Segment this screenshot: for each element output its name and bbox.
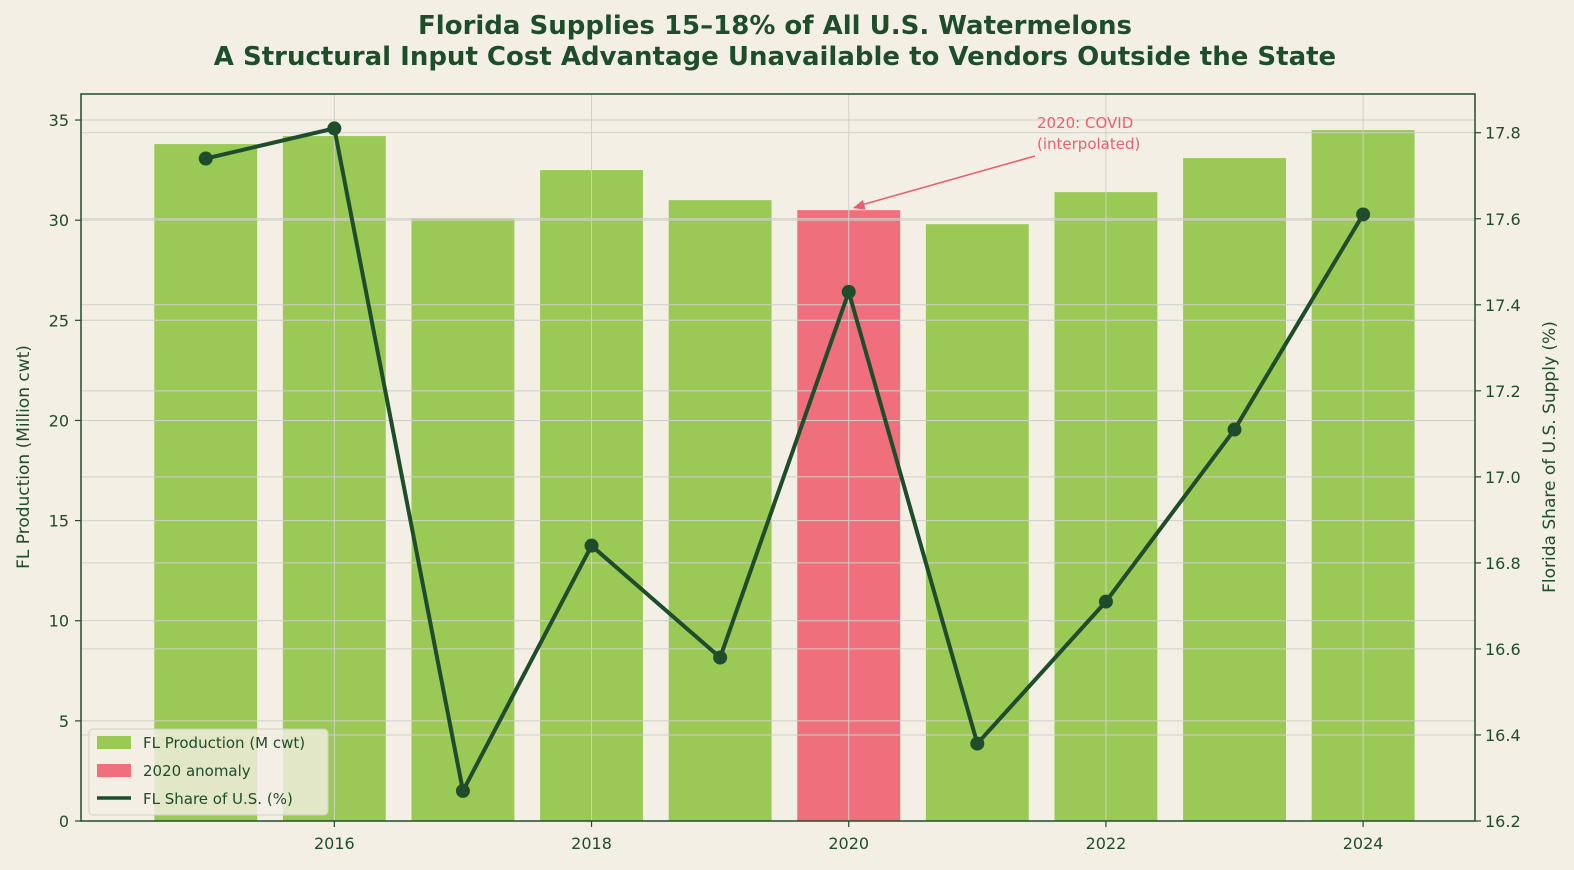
annotation-line1: 2020: COVID	[1037, 114, 1133, 132]
annotation-line2: (interpolated)	[1037, 135, 1140, 153]
annotation-arrowhead	[852, 200, 866, 210]
share-line	[205, 126, 1365, 793]
x-tick-label-2024: 2024	[1343, 834, 1384, 853]
share-point-2022	[1098, 594, 1113, 609]
chart-title-line1: Florida Supplies 15–18% of All U.S. Wate…	[418, 11, 1132, 41]
left-tick-label-35: 35	[49, 111, 69, 130]
share-point-2016	[327, 121, 342, 136]
legend-label-share: FL Share of U.S. (%)	[143, 790, 293, 808]
left-tick-label-5: 5	[59, 712, 69, 731]
left-tick-label-15: 15	[49, 512, 69, 531]
right-tick-label-17.4: 17.4	[1485, 296, 1521, 315]
x-tick-label-2016: 2016	[314, 834, 355, 853]
y-axis-right-label: Florida Share of U.S. Supply (%)	[1540, 321, 1560, 593]
right-tick-label-16.6: 16.6	[1485, 640, 1521, 659]
plot-frame	[80, 93, 1476, 822]
legend-swatch-anomaly	[97, 764, 131, 777]
annotation-arrow	[860, 155, 1036, 206]
right-tick-label-17.8: 17.8	[1485, 124, 1521, 143]
legend-box	[88, 728, 329, 816]
x-tick-label-2022: 2022	[1086, 834, 1127, 853]
bar-2015	[154, 144, 258, 822]
legend-label-production: FL Production (M cwt)	[143, 734, 305, 752]
left-tick-label-20: 20	[49, 411, 69, 430]
legend-swatch-production	[97, 736, 131, 749]
x-tick-label-2018: 2018	[571, 834, 612, 853]
right-tick-label-16.4: 16.4	[1485, 726, 1521, 745]
x-tick-label-2020: 2020	[828, 834, 869, 853]
left-axis-ticks: 0 5 10 15 20 25 30 35	[49, 111, 81, 831]
right-tick-label-17.2: 17.2	[1485, 382, 1521, 401]
right-axis-ticks: 16.2 16.4 16.6 16.8 17.0 17.2 17.4 17.6 17.8	[1475, 124, 1521, 831]
left-tick-label-0: 0	[59, 812, 69, 831]
share-point-2017	[455, 783, 470, 798]
share-point-2024	[1356, 207, 1371, 222]
share-point-2018	[584, 538, 599, 553]
legend: FL Production (M cwt) 2020 anomaly FL Sh…	[88, 728, 329, 816]
bar-2017	[411, 218, 515, 822]
bar-2021	[925, 224, 1029, 821]
share-point-2023	[1227, 422, 1242, 437]
right-tick-label-16.8: 16.8	[1485, 554, 1521, 573]
x-axis-ticks: 2016 2018 2020 2022 2024	[314, 821, 1384, 853]
right-tick-label-16.2: 16.2	[1485, 812, 1521, 831]
covid-annotation: 2020: COVID (interpolated)	[852, 114, 1140, 210]
share-point-2021	[970, 736, 985, 751]
left-tick-label-25: 25	[49, 311, 69, 330]
left-tick-label-30: 30	[49, 211, 69, 230]
right-tick-label-17.0: 17.0	[1485, 468, 1521, 487]
share-point-2015	[198, 151, 213, 166]
line-series	[198, 121, 1371, 798]
bar-2023	[1183, 158, 1286, 822]
y-axis-left-label: FL Production (Million cwt)	[14, 345, 34, 569]
chart-title-line2: A Structural Input Cost Advantage Unavai…	[214, 42, 1336, 72]
left-tick-label-10: 10	[49, 612, 69, 631]
share-point-2019	[713, 650, 728, 665]
legend-label-anomaly: 2020 anomaly	[143, 762, 251, 780]
share-point-2020	[841, 284, 856, 299]
bar-2019	[668, 200, 772, 822]
right-tick-label-17.6: 17.6	[1485, 210, 1521, 229]
